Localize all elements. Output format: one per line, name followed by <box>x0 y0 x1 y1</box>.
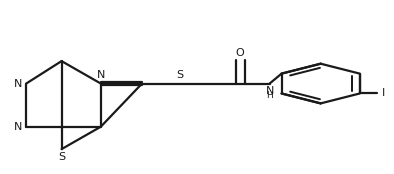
Text: O: O <box>236 48 245 58</box>
Text: S: S <box>58 152 65 162</box>
Text: H: H <box>266 91 273 100</box>
Text: N: N <box>266 86 274 96</box>
Text: N: N <box>14 78 22 89</box>
Text: N: N <box>97 70 105 80</box>
Text: I: I <box>382 88 385 98</box>
Text: N: N <box>14 122 22 132</box>
Text: S: S <box>176 70 183 80</box>
